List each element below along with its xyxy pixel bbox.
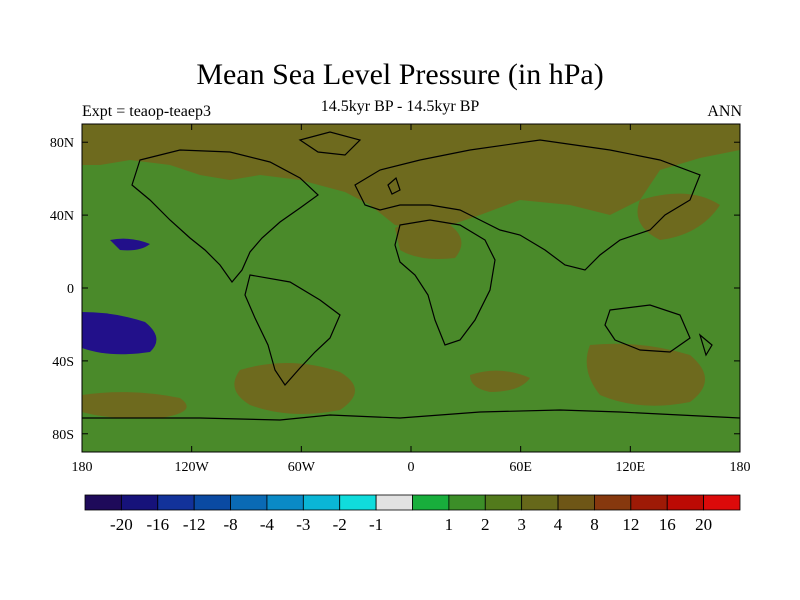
- colorbar-label: -20: [110, 515, 133, 534]
- colorbar-label: -16: [146, 515, 169, 534]
- colorbar-swatch: [339, 494, 377, 511]
- colorbar-label: 1: [445, 515, 454, 534]
- y-tick-label: 80S: [52, 428, 74, 443]
- x-tick-label: 120E: [616, 460, 646, 475]
- south-indian-region: [470, 370, 530, 392]
- colorbar-swatch: [666, 494, 705, 511]
- x-tick-label: 180: [72, 460, 93, 475]
- colorbar-label: -4: [260, 515, 275, 534]
- australia-coast: [604, 304, 691, 353]
- colorbar-label: 20: [695, 515, 712, 534]
- map-field: [82, 124, 740, 452]
- pacific-high-region: [637, 193, 720, 240]
- colorbar-label: 12: [622, 515, 639, 534]
- colorbar-swatch: [521, 494, 559, 511]
- north-pacific-low-region: [110, 238, 150, 251]
- colorbar-swatch: [302, 494, 341, 511]
- colorbar-swatch: [448, 494, 486, 511]
- colorbar-swatch: [557, 494, 595, 511]
- colorbar-label: 2: [481, 515, 490, 534]
- south-pacific-low-region: [82, 312, 157, 355]
- south-atlantic-region: [234, 362, 355, 414]
- colorbar-swatch: [412, 494, 450, 511]
- subtitle: 14.5kyr BP - 14.5kyr BP: [320, 98, 480, 115]
- colorbar-swatch: [157, 494, 195, 511]
- colorbar-swatch: [484, 494, 523, 511]
- north-america-coast: [131, 149, 319, 283]
- colorbar-swatch: [630, 494, 668, 511]
- colorbar-label: 3: [517, 515, 526, 534]
- colorbar-label: -8: [223, 515, 237, 534]
- eurasia-coast: [354, 139, 701, 271]
- y-tick-label: 40N: [50, 209, 74, 224]
- season-label: ANN: [707, 103, 742, 120]
- british-isles-coast: [387, 176, 401, 195]
- x-axis: 180 120W 60W 0 60E 120E 180: [72, 124, 751, 475]
- africa-coast: [394, 219, 496, 346]
- south-america-coast: [244, 274, 341, 386]
- colorbar-label: -3: [296, 515, 310, 534]
- colorbar: -20 -16 -12 -8 -4 -3 -2 -1 1 2 3 4 8 12 16 20: [84, 494, 741, 534]
- y-tick-label: 0: [67, 282, 74, 297]
- new-zealand-coast: [698, 333, 713, 357]
- colorbar-label: 4: [554, 515, 563, 534]
- australia-south-region: [586, 343, 705, 406]
- x-tick-label: 60W: [288, 460, 316, 475]
- colorbar-label: 8: [590, 515, 599, 534]
- y-axis: 80N 40N 0 40S 80S: [50, 136, 740, 443]
- colorbar-swatch: [84, 494, 122, 511]
- colorbar-swatch: [193, 494, 231, 511]
- y-tick-label: 80N: [50, 136, 74, 151]
- colorbar-swatch: [703, 494, 741, 511]
- x-tick-label: 180: [730, 460, 751, 475]
- colorbar-label: 16: [659, 515, 676, 534]
- experiment-label: Expt = teaop-teaep3: [82, 103, 211, 120]
- x-tick-label: 120W: [175, 460, 210, 475]
- y-tick-label: 40S: [52, 355, 74, 370]
- arctic-high-pressure-region: [82, 124, 740, 232]
- colorbar-swatch: [120, 494, 159, 511]
- southeast-pacific-region: [82, 392, 187, 419]
- colorbar-swatch: [375, 494, 413, 511]
- colorbar-swatch: [230, 494, 268, 511]
- colorbar-label: -1: [369, 515, 383, 534]
- subtropical-high-region: [395, 220, 462, 259]
- colorbar-label: -12: [183, 515, 206, 534]
- x-tick-label: 0: [408, 460, 415, 475]
- colorbar-swatch: [266, 494, 304, 511]
- coastlines: [82, 131, 740, 421]
- colorbar-label: -2: [333, 515, 347, 534]
- antarctica-coast: [82, 409, 740, 421]
- x-tick-label: 60E: [509, 460, 532, 475]
- chart-title: Mean Sea Level Pressure (in hPa): [196, 58, 604, 91]
- greenland-coast: [298, 131, 362, 156]
- colorbar-swatch: [594, 494, 632, 511]
